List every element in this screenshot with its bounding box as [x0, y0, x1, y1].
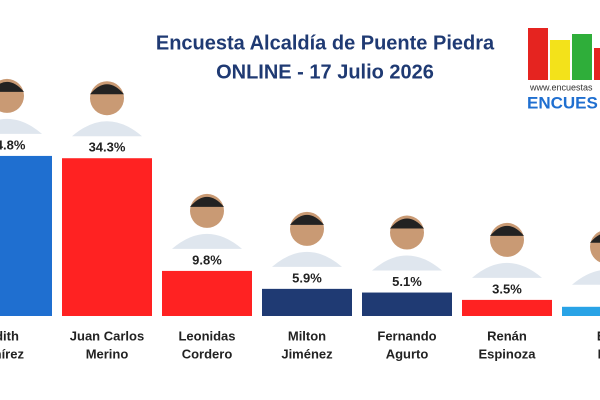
photo-hair	[390, 218, 424, 229]
x-tick-label: Fernando	[377, 328, 436, 343]
photo-body	[172, 233, 242, 249]
value-label: 3.5%	[492, 281, 522, 296]
x-tick-label: mírez	[0, 346, 24, 361]
x-tick-label: Merino	[86, 346, 129, 361]
value-label: 9.8%	[192, 252, 222, 267]
logo-block	[528, 28, 548, 80]
photo-hair	[590, 234, 600, 243]
bar	[162, 270, 252, 316]
photo-body	[372, 255, 442, 271]
value-label: 5.9%	[292, 270, 322, 285]
value-label: 34.3%	[89, 140, 126, 155]
photo-hair	[90, 84, 124, 95]
bar	[562, 306, 600, 316]
photo-body	[72, 121, 142, 137]
x-tick-label: Agurto	[386, 346, 429, 361]
logo-block	[550, 40, 570, 80]
x-tick-label: Espinoza	[478, 346, 536, 361]
photo-hair	[0, 81, 24, 92]
x-tick-label: Est	[597, 328, 600, 343]
chart-subtitle: ONLINE - 17 Julio 2026	[216, 61, 434, 83]
x-tick-label: Mo	[598, 346, 600, 361]
photo-body	[472, 262, 542, 278]
value-label: 34.8%	[0, 137, 26, 152]
bar	[0, 155, 52, 316]
x-tick-label: Milton	[288, 328, 326, 343]
photo-body	[0, 118, 42, 134]
x-tick-label: Juan Carlos	[70, 328, 144, 343]
photo-body	[572, 270, 600, 285]
photo-hair	[190, 196, 224, 207]
x-tick-label: Cordero	[182, 346, 233, 361]
x-tick-label: Jiménez	[281, 346, 333, 361]
photo-hair	[490, 225, 524, 236]
bar	[362, 292, 452, 316]
logo-name: ENCUES	[527, 93, 598, 112]
logo: www.encuestas ENCUES	[527, 28, 600, 112]
bar	[462, 299, 552, 316]
logo-url: www.encuestas	[529, 82, 593, 92]
bar	[262, 288, 352, 316]
photo-hair	[290, 214, 324, 225]
x-tick-label: dith	[0, 328, 19, 343]
logo-block	[572, 34, 592, 80]
value-label: 5.1%	[392, 274, 422, 289]
photos	[0, 78, 600, 285]
bar	[62, 158, 152, 316]
logo-block	[594, 48, 600, 80]
photo-body	[272, 251, 342, 267]
chart-title: Encuesta Alcaldía de Puente Piedra	[156, 32, 495, 54]
x-tick-label: Leonidas	[178, 328, 235, 343]
x-tick-label: Renán	[487, 328, 527, 343]
